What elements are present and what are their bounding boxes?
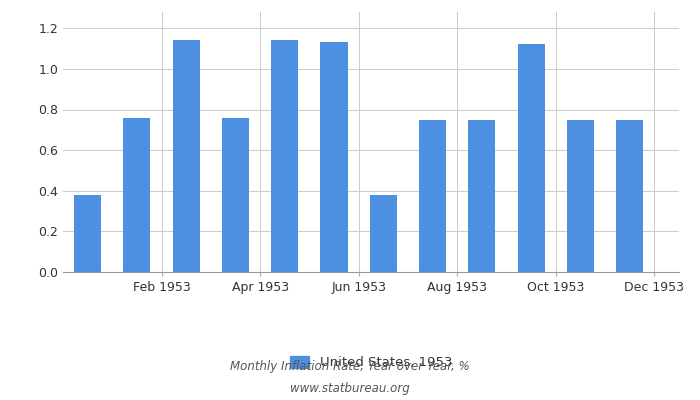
Bar: [222, 118, 249, 272]
Bar: [321, 42, 348, 272]
Bar: [370, 195, 397, 272]
Bar: [123, 118, 150, 272]
Bar: [271, 40, 298, 272]
Bar: [468, 120, 496, 272]
Bar: [616, 120, 643, 272]
Text: www.statbureau.org: www.statbureau.org: [290, 382, 410, 395]
Text: Monthly Inflation Rate, Year over Year, %: Monthly Inflation Rate, Year over Year, …: [230, 360, 470, 373]
Bar: [517, 44, 545, 272]
Bar: [419, 120, 446, 272]
Bar: [74, 195, 102, 272]
Bar: [567, 120, 594, 272]
Bar: [173, 40, 200, 272]
Legend: United States, 1953: United States, 1953: [284, 351, 458, 375]
